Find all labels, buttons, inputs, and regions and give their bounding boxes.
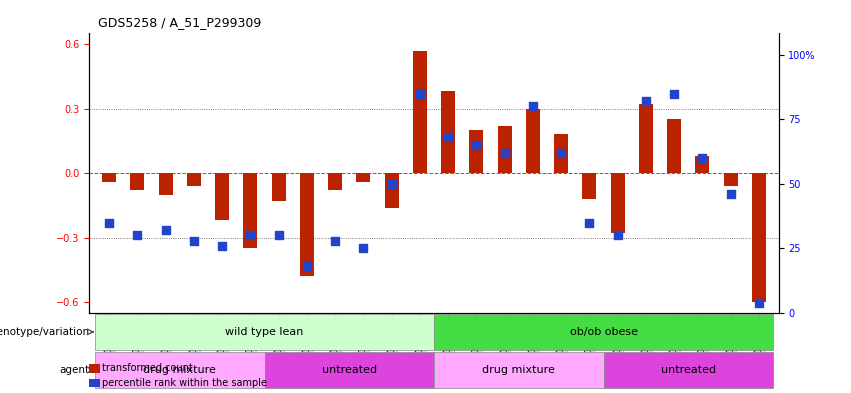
Bar: [469, 130, 483, 173]
Bar: [413, 51, 427, 173]
Bar: [434, 314, 773, 350]
Point: [442, 134, 455, 141]
Bar: [695, 156, 710, 173]
Point: [470, 142, 483, 148]
Bar: [300, 173, 314, 276]
Point: [639, 98, 653, 105]
Bar: [723, 173, 738, 186]
Bar: [130, 173, 145, 190]
Text: agent: agent: [60, 365, 90, 375]
Bar: [385, 173, 399, 208]
Point: [300, 263, 314, 270]
Text: transformed count: transformed count: [102, 363, 193, 373]
Bar: [751, 173, 766, 302]
Bar: [158, 173, 173, 195]
Bar: [667, 119, 681, 173]
Point: [159, 227, 173, 233]
Point: [357, 245, 370, 252]
Text: GDS5258 / A_51_P299309: GDS5258 / A_51_P299309: [98, 17, 261, 29]
Point: [724, 191, 738, 197]
Point: [271, 232, 285, 239]
Bar: [639, 105, 653, 173]
Text: untreated: untreated: [322, 365, 377, 375]
Text: percentile rank within the sample: percentile rank within the sample: [102, 378, 267, 388]
Point: [583, 219, 597, 226]
Point: [385, 181, 398, 187]
Bar: [102, 173, 117, 182]
Bar: [271, 173, 286, 201]
Bar: [187, 173, 201, 186]
Point: [243, 232, 257, 239]
Bar: [603, 352, 773, 388]
Bar: [215, 173, 229, 220]
Bar: [554, 134, 568, 173]
Point: [498, 150, 511, 156]
Point: [215, 242, 229, 249]
Bar: [582, 173, 597, 199]
Point: [187, 237, 201, 244]
Point: [102, 219, 116, 226]
Bar: [441, 92, 455, 173]
Text: untreated: untreated: [660, 365, 716, 375]
Point: [752, 299, 766, 306]
Text: wild type lean: wild type lean: [226, 327, 304, 337]
Text: genotype/variation: genotype/variation: [0, 327, 90, 337]
Bar: [610, 173, 625, 233]
Bar: [328, 173, 342, 190]
Bar: [243, 173, 258, 248]
Bar: [526, 108, 540, 173]
Point: [695, 155, 709, 161]
Bar: [434, 352, 603, 388]
Bar: [95, 314, 434, 350]
Bar: [265, 352, 434, 388]
Point: [526, 103, 540, 110]
Text: drug mixture: drug mixture: [483, 365, 555, 375]
Point: [611, 232, 625, 239]
Bar: [357, 173, 370, 182]
Point: [413, 90, 426, 97]
Point: [667, 90, 681, 97]
Point: [554, 150, 568, 156]
Text: ob/ob obese: ob/ob obese: [569, 327, 637, 337]
Text: drug mixture: drug mixture: [143, 365, 216, 375]
Point: [130, 232, 144, 239]
Bar: [498, 126, 511, 173]
Point: [328, 237, 342, 244]
Bar: [95, 352, 265, 388]
